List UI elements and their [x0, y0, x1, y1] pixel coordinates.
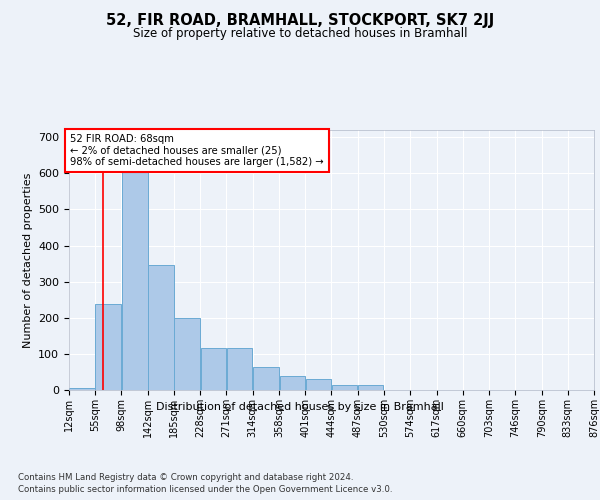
Bar: [358, 384, 383, 390]
Bar: [148, 266, 174, 390]
Bar: [69, 388, 95, 390]
Bar: [305, 379, 331, 390]
Bar: [175, 318, 200, 390]
Bar: [95, 304, 121, 390]
Bar: [200, 348, 226, 390]
Text: Distribution of detached houses by size in Bramhall: Distribution of detached houses by size …: [156, 402, 444, 412]
Text: Size of property relative to detached houses in Bramhall: Size of property relative to detached ho…: [133, 28, 467, 40]
Text: Contains public sector information licensed under the Open Government Licence v3: Contains public sector information licen…: [18, 485, 392, 494]
Bar: [253, 366, 279, 390]
Text: Contains HM Land Registry data © Crown copyright and database right 2024.: Contains HM Land Registry data © Crown c…: [18, 472, 353, 482]
Bar: [332, 384, 358, 390]
Text: 52 FIR ROAD: 68sqm
← 2% of detached houses are smaller (25)
98% of semi-detached: 52 FIR ROAD: 68sqm ← 2% of detached hous…: [70, 134, 324, 167]
Y-axis label: Number of detached properties: Number of detached properties: [23, 172, 32, 348]
Text: 52, FIR ROAD, BRAMHALL, STOCKPORT, SK7 2JJ: 52, FIR ROAD, BRAMHALL, STOCKPORT, SK7 2…: [106, 12, 494, 28]
Bar: [227, 348, 252, 390]
Bar: [280, 376, 305, 390]
Bar: [122, 166, 148, 390]
